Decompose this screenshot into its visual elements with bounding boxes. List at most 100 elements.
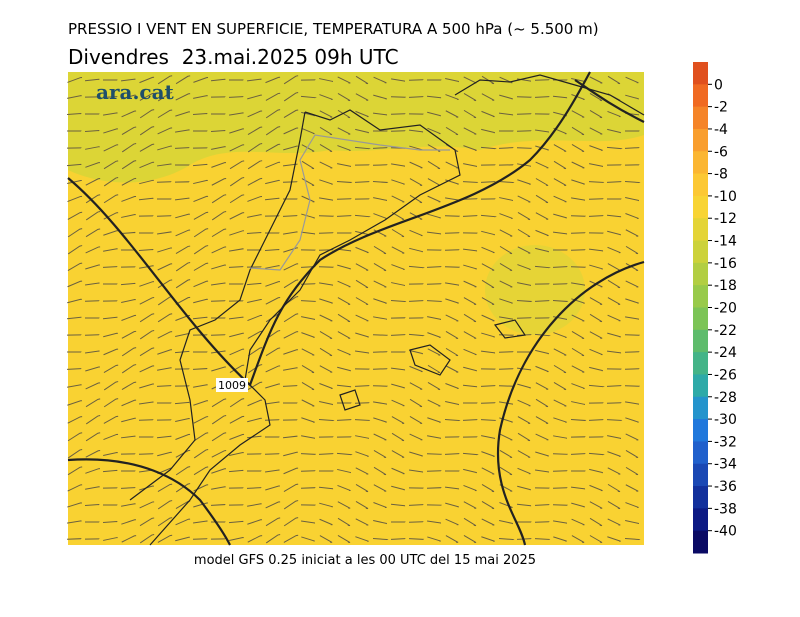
wind-barb [408, 333, 425, 337]
wind-barb [103, 160, 119, 170]
wind-barb [552, 453, 569, 455]
wind-barb [409, 178, 423, 186]
wind-barb [336, 384, 352, 388]
wind-barb [121, 347, 137, 357]
wind-barb [121, 417, 136, 423]
wind-barb [66, 538, 82, 540]
wind-barb [193, 416, 209, 424]
wind-barb [535, 161, 549, 169]
wind-barb [67, 484, 83, 492]
wind-barb [265, 76, 281, 84]
wind-barb [534, 333, 551, 337]
wind-barb [85, 228, 101, 238]
wind-barb [247, 535, 263, 543]
wind-barb [138, 419, 154, 421]
wind-barb [499, 450, 513, 459]
wind-barb [157, 451, 172, 457]
wind-barb [319, 126, 333, 136]
wind-barb [373, 262, 387, 272]
wind-barb [499, 401, 514, 405]
wind-barb [283, 500, 299, 510]
wind-barb [67, 211, 83, 220]
colorbar-swatch [693, 262, 708, 286]
wind-barb [391, 450, 405, 458]
colorbar-label: -18 [714, 278, 737, 294]
wind-barb [499, 94, 513, 100]
wind-barb [391, 432, 405, 442]
wind-barb [301, 144, 315, 152]
wind-barb [624, 385, 640, 387]
wind-barb [588, 215, 604, 217]
wind-barb [517, 228, 531, 238]
wind-barb [427, 316, 441, 320]
wind-barb [84, 78, 100, 82]
wind-barb [589, 348, 603, 356]
wind-barb [193, 262, 209, 271]
wind-barb [373, 519, 387, 525]
wind-barb [247, 143, 263, 153]
wind-barb [156, 385, 172, 387]
wind-barb [463, 127, 477, 135]
wind-barb [571, 282, 586, 286]
wind-barb [319, 110, 333, 118]
wind-barb [372, 385, 388, 387]
wind-barb [462, 215, 478, 217]
wind-barb [462, 181, 479, 184]
wind-barb [480, 214, 497, 218]
wind-barb [247, 110, 263, 118]
wind-barb [139, 501, 155, 509]
wind-barb [265, 330, 281, 340]
wind-barb [408, 300, 424, 302]
wind-barb [102, 266, 118, 268]
colorbar-swatch [693, 307, 708, 331]
wind-barb [67, 384, 82, 388]
wind-barb [102, 520, 118, 524]
wind-barb [121, 519, 136, 525]
wind-barb [193, 228, 209, 238]
wind-barb [571, 347, 585, 357]
wind-barb [481, 500, 495, 510]
wind-barb [625, 417, 639, 423]
wind-barb [570, 419, 587, 422]
wind-barb [481, 332, 495, 338]
wind-barb [85, 366, 100, 372]
wind-barb [606, 181, 622, 183]
wind-barb [319, 282, 334, 286]
wind-barb [553, 332, 567, 338]
wind-barb [427, 160, 441, 170]
wind-barb [426, 95, 442, 99]
wind-barb [463, 348, 477, 356]
wind-barb [337, 76, 351, 84]
wind-barb [390, 538, 406, 540]
wind-barb [175, 213, 190, 219]
wind-barb [481, 230, 495, 236]
wind-barb [265, 281, 281, 287]
wind-barb [211, 146, 226, 150]
wind-barb [570, 215, 586, 217]
wind-barb [589, 297, 603, 305]
wind-barb [570, 232, 586, 234]
wind-barb [426, 300, 443, 303]
wind-barb [157, 500, 173, 510]
wind-barb [85, 350, 100, 354]
wind-barb [463, 313, 477, 323]
wind-barb [391, 78, 406, 82]
wind-barb [463, 109, 477, 119]
wind-barb [391, 179, 405, 185]
wind-barb [121, 177, 137, 186]
wind-barb [607, 518, 621, 526]
wind-barb [624, 181, 641, 184]
wind-barb [85, 432, 101, 442]
wind-barb [588, 452, 605, 456]
isobar-label: 1009 [218, 379, 246, 392]
wind-barb [103, 537, 118, 541]
wind-barb [67, 77, 83, 83]
wind-barb [193, 179, 208, 185]
wind-barb [355, 314, 369, 322]
wind-barb [355, 451, 369, 457]
wind-barb [606, 419, 623, 422]
wind-barb [229, 433, 245, 440]
wind-barb [373, 417, 387, 423]
wind-barb [570, 249, 586, 251]
wind-barb [157, 517, 173, 527]
